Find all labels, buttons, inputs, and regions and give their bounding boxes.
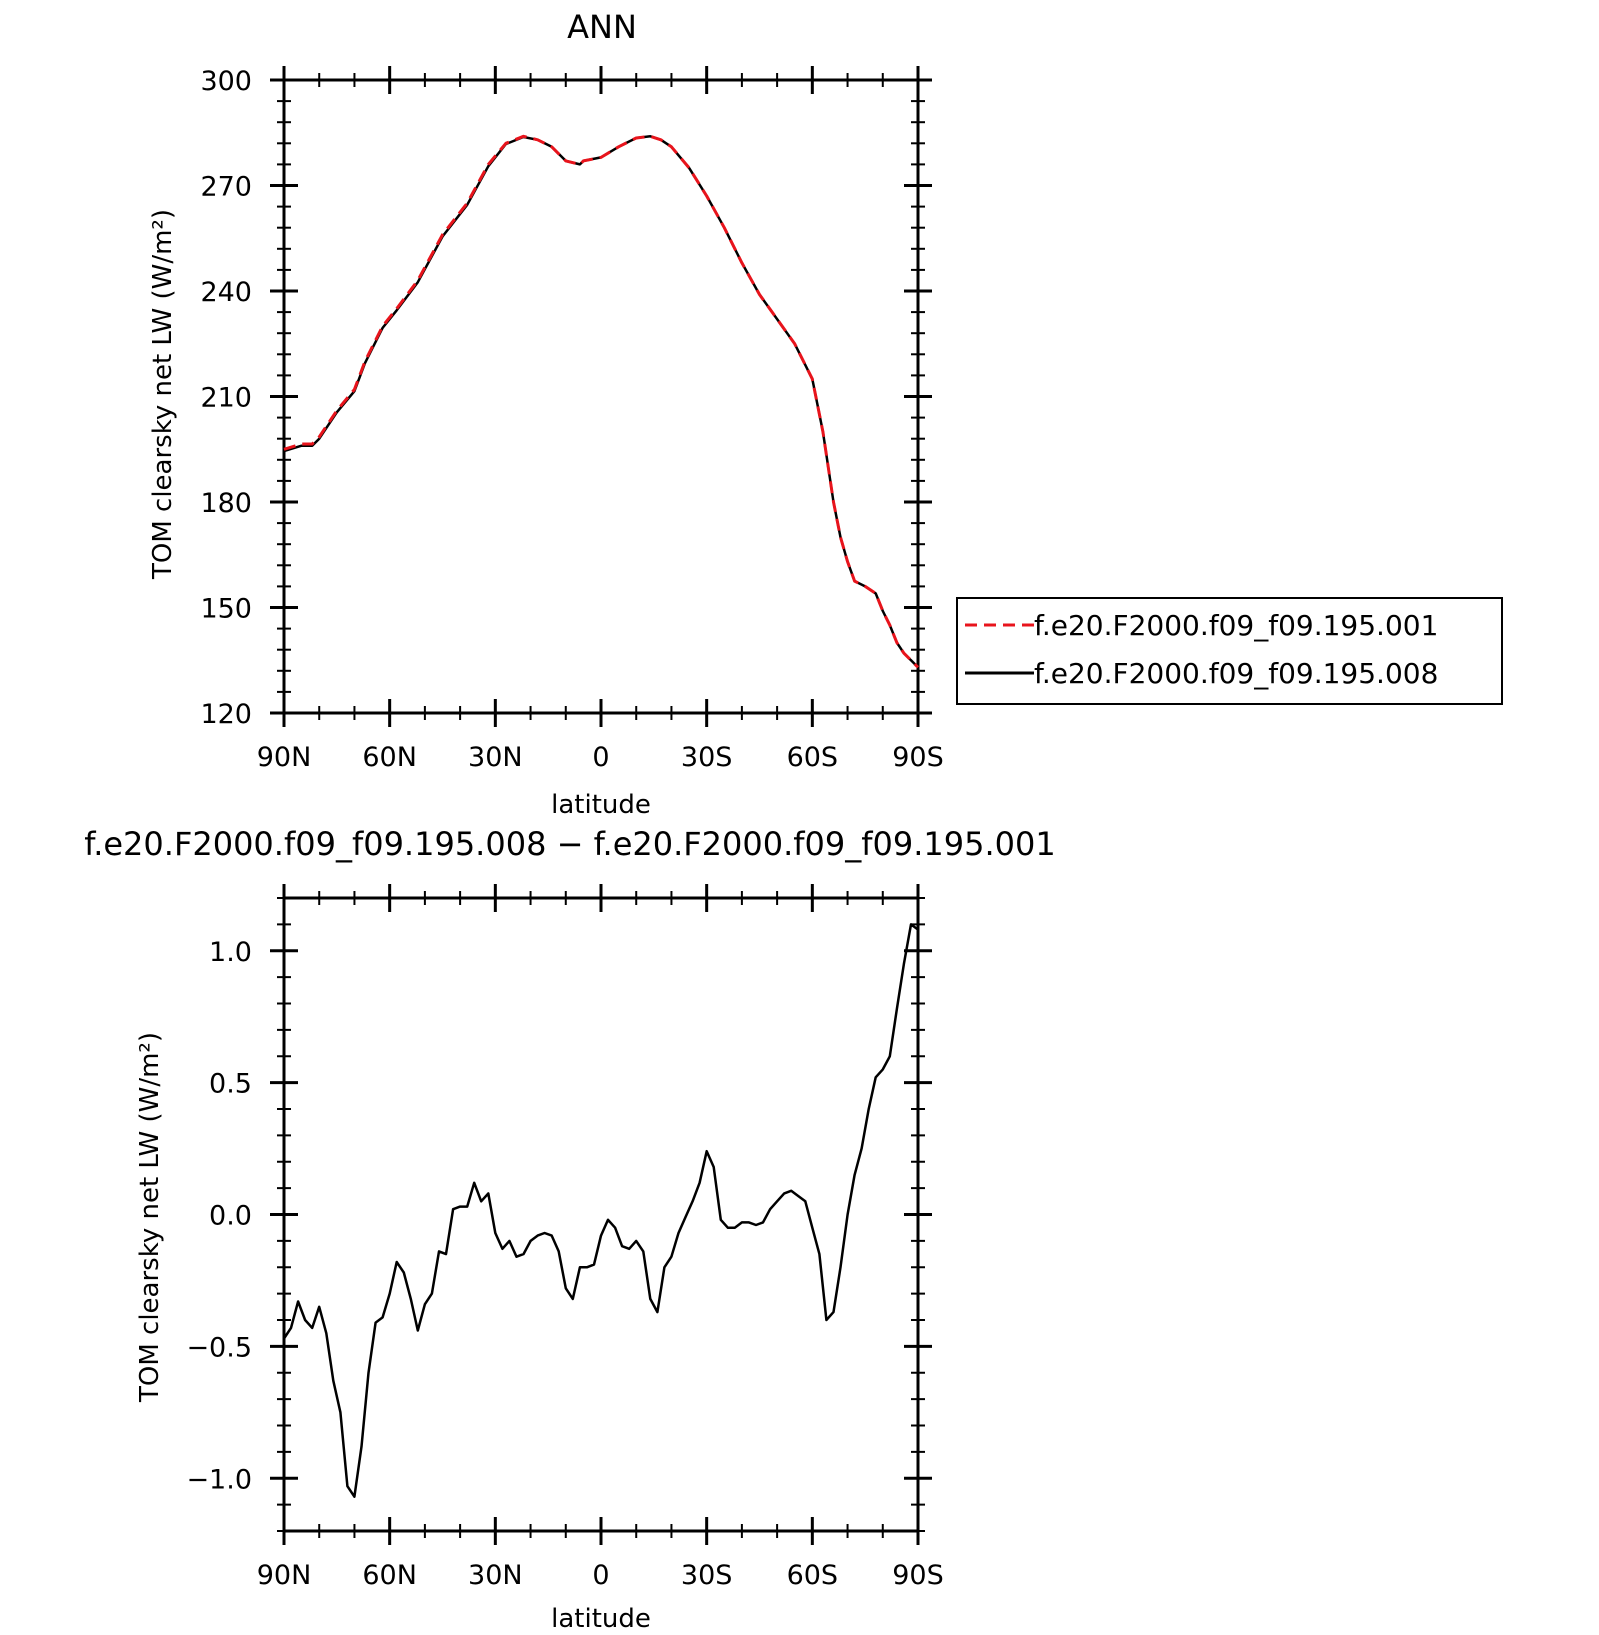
top-chart-y-tick-label: 150	[200, 594, 252, 625]
top-chart-y-tick-label: 120	[200, 699, 252, 730]
top-chart-x-tick-label: 90S	[892, 742, 944, 773]
top-chart-series-line-2	[283, 135, 919, 669]
top-chart-y-tick-label: 270	[200, 172, 252, 203]
bottom-chart-y-tick-label: 1.0	[209, 937, 252, 968]
bottom-chart-x-tick-label: 90S	[892, 1560, 944, 1591]
top-chart-y-tick-label: 210	[200, 383, 252, 414]
top-chart-series-line-1	[283, 134, 920, 669]
top-chart-y-axis-label: TOM clearsky net LW (W/m²)	[148, 209, 178, 580]
bottom-chart-panel: f.e20.F2000.f09_f09.195.008 − f.e20.F200…	[84, 825, 1056, 1634]
top-chart-y-tick-label: 240	[200, 277, 252, 308]
bottom-chart-title: f.e20.F2000.f09_f09.195.008 − f.e20.F200…	[84, 825, 1056, 863]
bottom-chart-x-axis-label: latitude	[551, 1604, 651, 1634]
top-chart-x-tick-label: 90N	[257, 742, 312, 773]
top-chart-title: ANN	[567, 8, 637, 46]
bottom-chart-x-tick-label: 60S	[787, 1560, 839, 1591]
bottom-chart-x-tick-label: 0	[592, 1560, 609, 1591]
top-chart-ticks: 90N 60N 30N 0 30S 60S 90S 120 150 180 210 240 270 300	[200, 66, 944, 773]
top-chart-y-tick-label: 300	[200, 66, 252, 97]
bottom-chart-y-tick-label: −0.5	[186, 1332, 252, 1363]
top-chart-x-tick-label: 30S	[681, 742, 733, 773]
top-chart-y-tick-label: 180	[200, 488, 252, 519]
bottom-chart-lines	[282, 923, 919, 1498]
top-chart-x-tick-label: 60N	[362, 742, 417, 773]
legend: f.e20.F2000.f09_f09.195.001 f.e20.F2000.…	[956, 597, 1503, 705]
top-chart-panel: ANN 90N 60N 30N 0 30S 60S 90S 120 150 180 210 240 27…	[148, 8, 944, 820]
bottom-chart-y-tick-label: 0.5	[209, 1069, 252, 1100]
bottom-chart-x-tick-label: 30N	[468, 1560, 523, 1591]
top-chart-x-tick-label: 60S	[787, 742, 839, 773]
bottom-chart-plot-frame	[282, 896, 920, 1533]
top-chart-x-axis-label: latitude	[551, 790, 651, 820]
top-chart-lines	[283, 134, 920, 669]
bottom-chart-ticks: 90N 60N 30N 0 30S 60S 90S −1.0 −0.5 0.0 0.5 1.0	[186, 884, 944, 1591]
legend-box	[956, 597, 1503, 705]
bottom-chart-y-tick-label: 0.0	[209, 1201, 252, 1232]
top-chart-x-tick-label: 0	[592, 742, 609, 773]
top-chart-x-tick-label: 30N	[468, 742, 523, 773]
legend-label-series-1: f.e20.F2000.f09_f09.195.001	[1034, 609, 1438, 642]
legend-label-series-2: f.e20.F2000.f09_f09.195.008	[1034, 657, 1438, 690]
bottom-chart-y-axis-label: TOM clearsky net LW (W/m²)	[135, 1032, 165, 1403]
top-chart-plot-frame	[282, 78, 920, 715]
bottom-chart-x-tick-label: 60N	[362, 1560, 417, 1591]
bottom-chart-series-line-1	[282, 923, 919, 1498]
bottom-chart-y-tick-label: −1.0	[186, 1464, 252, 1495]
bottom-chart-x-tick-label: 90N	[257, 1560, 312, 1591]
bottom-chart-x-tick-label: 30S	[681, 1560, 733, 1591]
